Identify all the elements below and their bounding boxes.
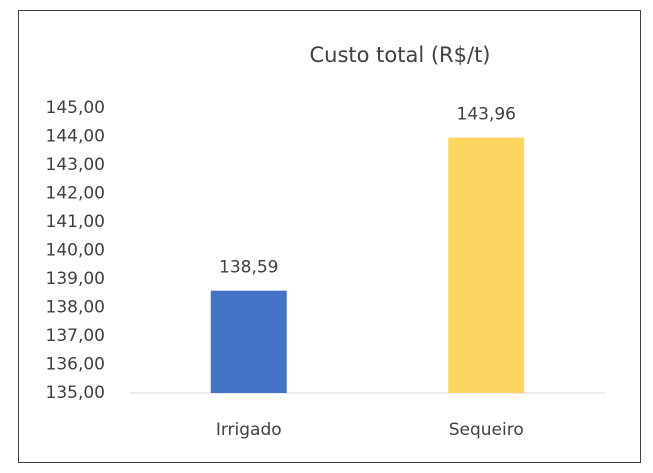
- chart-border: [18, 10, 641, 463]
- y-tick-label: 137,00: [46, 326, 105, 346]
- y-tick-label: 143,00: [46, 155, 105, 175]
- y-tick-label: 136,00: [46, 355, 105, 375]
- y-tick-label: 139,00: [46, 269, 105, 289]
- data-label: 138,59: [219, 258, 278, 278]
- y-tick-label: 144,00: [46, 127, 105, 147]
- y-tick-label: 138,00: [46, 298, 105, 318]
- bar: [210, 290, 287, 393]
- y-tick-label: 141,00: [46, 212, 105, 232]
- chart-title: Custo total (R$/t): [309, 43, 490, 67]
- y-tick-label: 142,00: [46, 184, 105, 204]
- y-tick-label: 145,00: [46, 98, 105, 118]
- x-tick-label: Irrigado: [216, 420, 282, 440]
- data-label: 143,96: [457, 105, 516, 125]
- y-tick-label: 135,00: [46, 383, 105, 403]
- bar: [448, 137, 525, 393]
- x-tick-label: Sequeiro: [449, 420, 524, 440]
- y-tick-label: 140,00: [46, 241, 105, 261]
